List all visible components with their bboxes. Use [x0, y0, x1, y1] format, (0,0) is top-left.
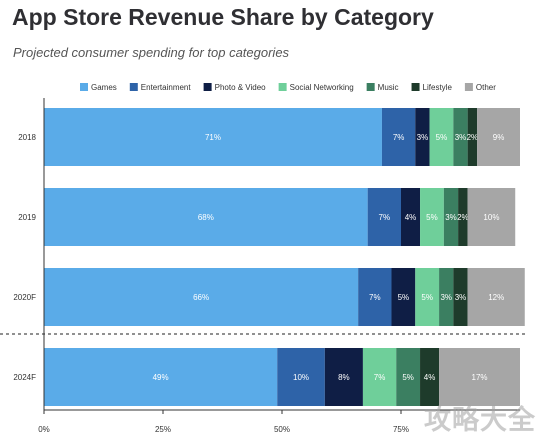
chart-title: App Store Revenue Share by Category: [12, 4, 434, 30]
bar-segment: [415, 268, 440, 326]
bar-segment: [391, 268, 416, 326]
bar-value-label: 2%: [467, 133, 479, 142]
bar-segment: [324, 348, 363, 406]
bar-value-label: 4%: [405, 213, 417, 222]
bar-segment: [396, 348, 421, 406]
x-tick-label: 75%: [393, 425, 409, 434]
bar-segment: [453, 108, 468, 166]
category-label: 2020F: [13, 293, 36, 302]
bar-value-label: 3%: [455, 133, 467, 142]
legend-swatch: [80, 83, 88, 91]
bar-segment: [420, 188, 444, 246]
bar-segment: [44, 348, 278, 406]
bar-value-label: 8%: [338, 373, 350, 382]
bar-segment: [367, 188, 401, 246]
bar-segment: [420, 348, 440, 406]
bar-segment: [477, 108, 520, 166]
x-tick-label: 0%: [38, 425, 50, 434]
x-tick-label: 25%: [155, 425, 171, 434]
bar-value-label: 10%: [483, 213, 499, 222]
bar-segment: [453, 268, 468, 326]
bar-value-label: 3%: [417, 133, 429, 142]
bar-value-label: 5%: [426, 213, 438, 222]
bar-segment: [44, 188, 368, 246]
bar-value-label: 10%: [293, 373, 309, 382]
bar-value-label: 66%: [193, 293, 209, 302]
bar-value-label: 9%: [493, 133, 505, 142]
bar-value-label: 71%: [205, 133, 221, 142]
bar-segment: [401, 188, 421, 246]
bar-segment: [44, 268, 359, 326]
legend-label: Music: [378, 83, 399, 92]
bar-value-label: 5%: [436, 133, 448, 142]
bar-value-label: 3%: [440, 293, 452, 302]
bar-segment: [429, 108, 454, 166]
bar-value-label: 7%: [369, 293, 381, 302]
bar-value-label: 7%: [393, 133, 405, 142]
legend-swatch: [411, 83, 420, 91]
bar-segment: [358, 268, 392, 326]
category-label: 2024F: [13, 373, 36, 382]
watermark: 攻略大全: [424, 405, 536, 436]
legend-swatch: [203, 83, 212, 91]
bar-value-label: 49%: [153, 373, 169, 382]
legend-swatch: [464, 83, 473, 91]
x-tick-label: 50%: [274, 425, 290, 434]
bar-value-label: 7%: [379, 213, 391, 222]
bar-value-label: 5%: [398, 293, 410, 302]
category-label: 2018: [18, 133, 36, 142]
bar-segment: [415, 108, 430, 166]
bar-value-label: 3%: [445, 213, 457, 222]
bar-value-label: 4%: [424, 373, 436, 382]
legend-label: Lifestyle: [423, 83, 453, 92]
bar-segment: [362, 348, 397, 406]
legend-swatch: [366, 83, 375, 91]
bar-segment: [467, 268, 525, 326]
bar-value-label: 12%: [488, 293, 504, 302]
bar-value-label: 7%: [374, 373, 386, 382]
bar-value-label: 2%: [457, 213, 469, 222]
bar-segment: [458, 188, 468, 246]
bar-value-label: 3%: [455, 293, 467, 302]
bar-value-label: 5%: [421, 293, 433, 302]
bar-segment: [277, 348, 325, 406]
bar-segment: [467, 108, 478, 166]
bar-value-label: 5%: [402, 373, 414, 382]
bar-segment: [439, 348, 520, 406]
bar-value-label: 68%: [198, 213, 214, 222]
legend-label: Games: [91, 83, 117, 92]
legend-label: Entertainment: [141, 83, 192, 92]
bar-segment: [443, 188, 459, 246]
legend-swatch: [129, 83, 138, 91]
legend-label: Other: [476, 83, 496, 92]
category-label: 2019: [18, 213, 36, 222]
bar-segment: [381, 108, 416, 166]
bar-segment: [439, 268, 454, 326]
bar-segment: [44, 108, 382, 166]
bar-segment: [467, 188, 516, 246]
legend-swatch: [278, 83, 287, 91]
bar-value-label: 17%: [472, 373, 488, 382]
legend-label: Social Networking: [290, 83, 354, 92]
chart-subtitle: Projected consumer spending for top cate…: [13, 45, 290, 60]
legend-label: Photo & Video: [215, 83, 267, 92]
